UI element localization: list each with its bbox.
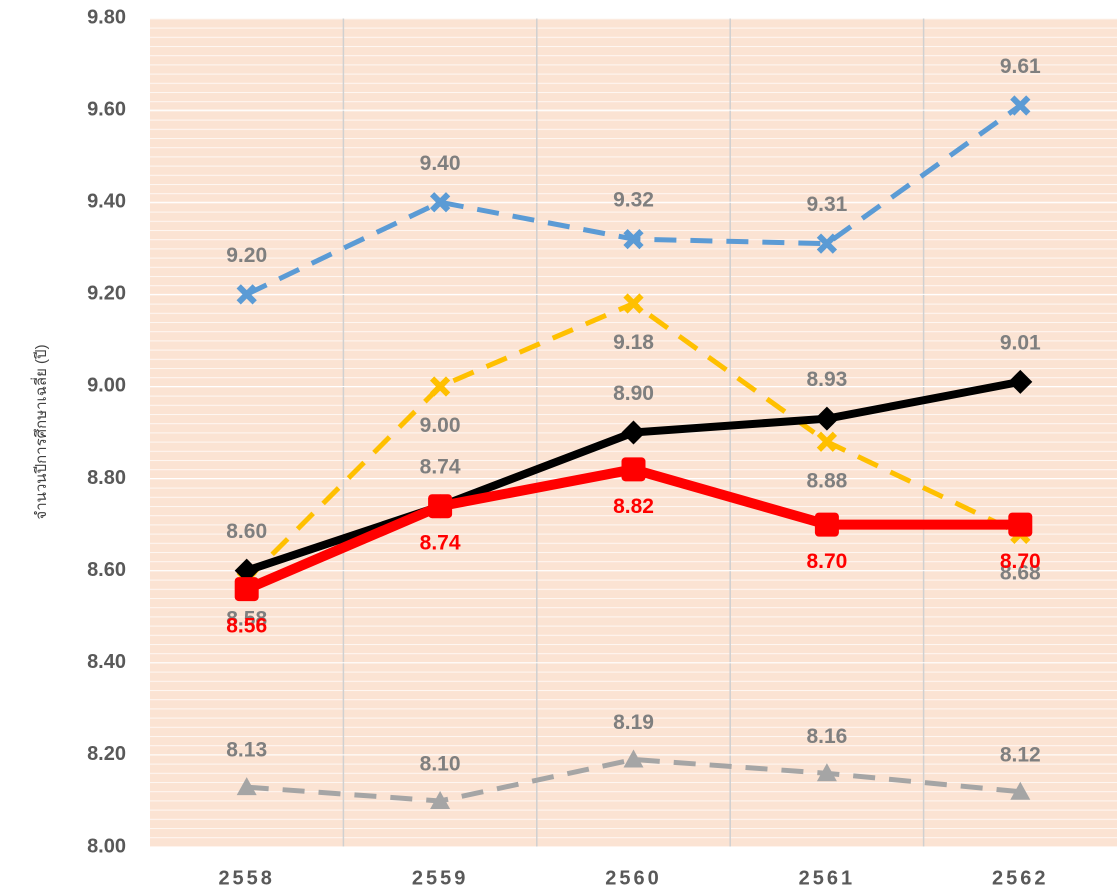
value-label: 8.12 — [1000, 743, 1041, 766]
marker — [816, 233, 838, 254]
y-tick-label: 8.60 — [87, 559, 126, 581]
x-tick-label: 2558 — [218, 867, 275, 889]
value-label: 8.74 — [420, 532, 461, 555]
value-label: 9.00 — [420, 414, 461, 437]
marker — [236, 284, 257, 305]
y-axis-label: จำนวนปีการศึกษาเฉลี่ย (ปี) — [30, 344, 50, 519]
y-tick-label: 9.20 — [87, 283, 126, 305]
value-label: 8.19 — [613, 711, 654, 734]
y-tick-label: 8.40 — [87, 651, 126, 673]
marker — [428, 494, 453, 519]
marker — [623, 749, 644, 768]
marker — [623, 293, 644, 314]
marker — [1010, 781, 1031, 800]
value-label: 8.16 — [806, 725, 847, 748]
value-label: 9.31 — [806, 193, 847, 216]
marker — [1008, 369, 1033, 394]
value-label: 9.20 — [226, 244, 267, 267]
y-tick-label: 9.60 — [87, 98, 126, 120]
marker — [429, 192, 451, 213]
marker — [429, 376, 451, 397]
y-tick-label: 8.20 — [87, 743, 126, 765]
x-tick-label: 2562 — [992, 867, 1049, 889]
value-label: 9.01 — [1000, 331, 1041, 354]
marker — [623, 228, 644, 250]
value-label: 8.10 — [420, 752, 461, 775]
marker — [236, 777, 257, 796]
marker — [816, 763, 837, 782]
value-label: 8.70 — [806, 550, 847, 573]
marker — [621, 457, 646, 482]
y-tick-label: 8.00 — [87, 835, 126, 857]
value-label: 8.58 — [226, 607, 267, 630]
marker — [1010, 95, 1031, 116]
value-label: 8.93 — [806, 368, 847, 391]
marker — [814, 406, 839, 431]
y-tick-label: 8.80 — [87, 467, 126, 489]
value-label: 8.74 — [420, 456, 461, 479]
value-label: 8.70 — [1000, 550, 1041, 573]
value-label: 8.82 — [613, 495, 654, 518]
marker — [1008, 512, 1033, 537]
value-label: 8.90 — [613, 382, 654, 405]
y-tick-label: 9.40 — [87, 191, 126, 213]
value-label: 8.60 — [226, 520, 267, 543]
marker — [814, 512, 839, 537]
marker — [430, 790, 451, 809]
value-label: 9.40 — [420, 152, 461, 175]
x-tick-label: 2559 — [412, 867, 469, 889]
value-label: 8.88 — [806, 469, 847, 492]
value-label: 9.61 — [1000, 55, 1041, 78]
marker — [234, 577, 259, 602]
y-tick-label: 9.00 — [87, 375, 126, 397]
series-line — [246, 756, 1021, 804]
value-label: 9.18 — [613, 331, 654, 354]
marker — [234, 558, 259, 583]
value-label: 8.13 — [226, 739, 267, 762]
x-tick-label: 2561 — [799, 867, 856, 889]
marker — [621, 420, 646, 445]
value-label: 8.68 — [1000, 561, 1041, 584]
value-label: 9.32 — [613, 189, 654, 212]
x-tick-label: 2560 — [605, 867, 662, 889]
y-tick-label: 9.80 — [87, 6, 126, 28]
value-label: 8.56 — [226, 615, 267, 638]
marker — [816, 431, 838, 452]
